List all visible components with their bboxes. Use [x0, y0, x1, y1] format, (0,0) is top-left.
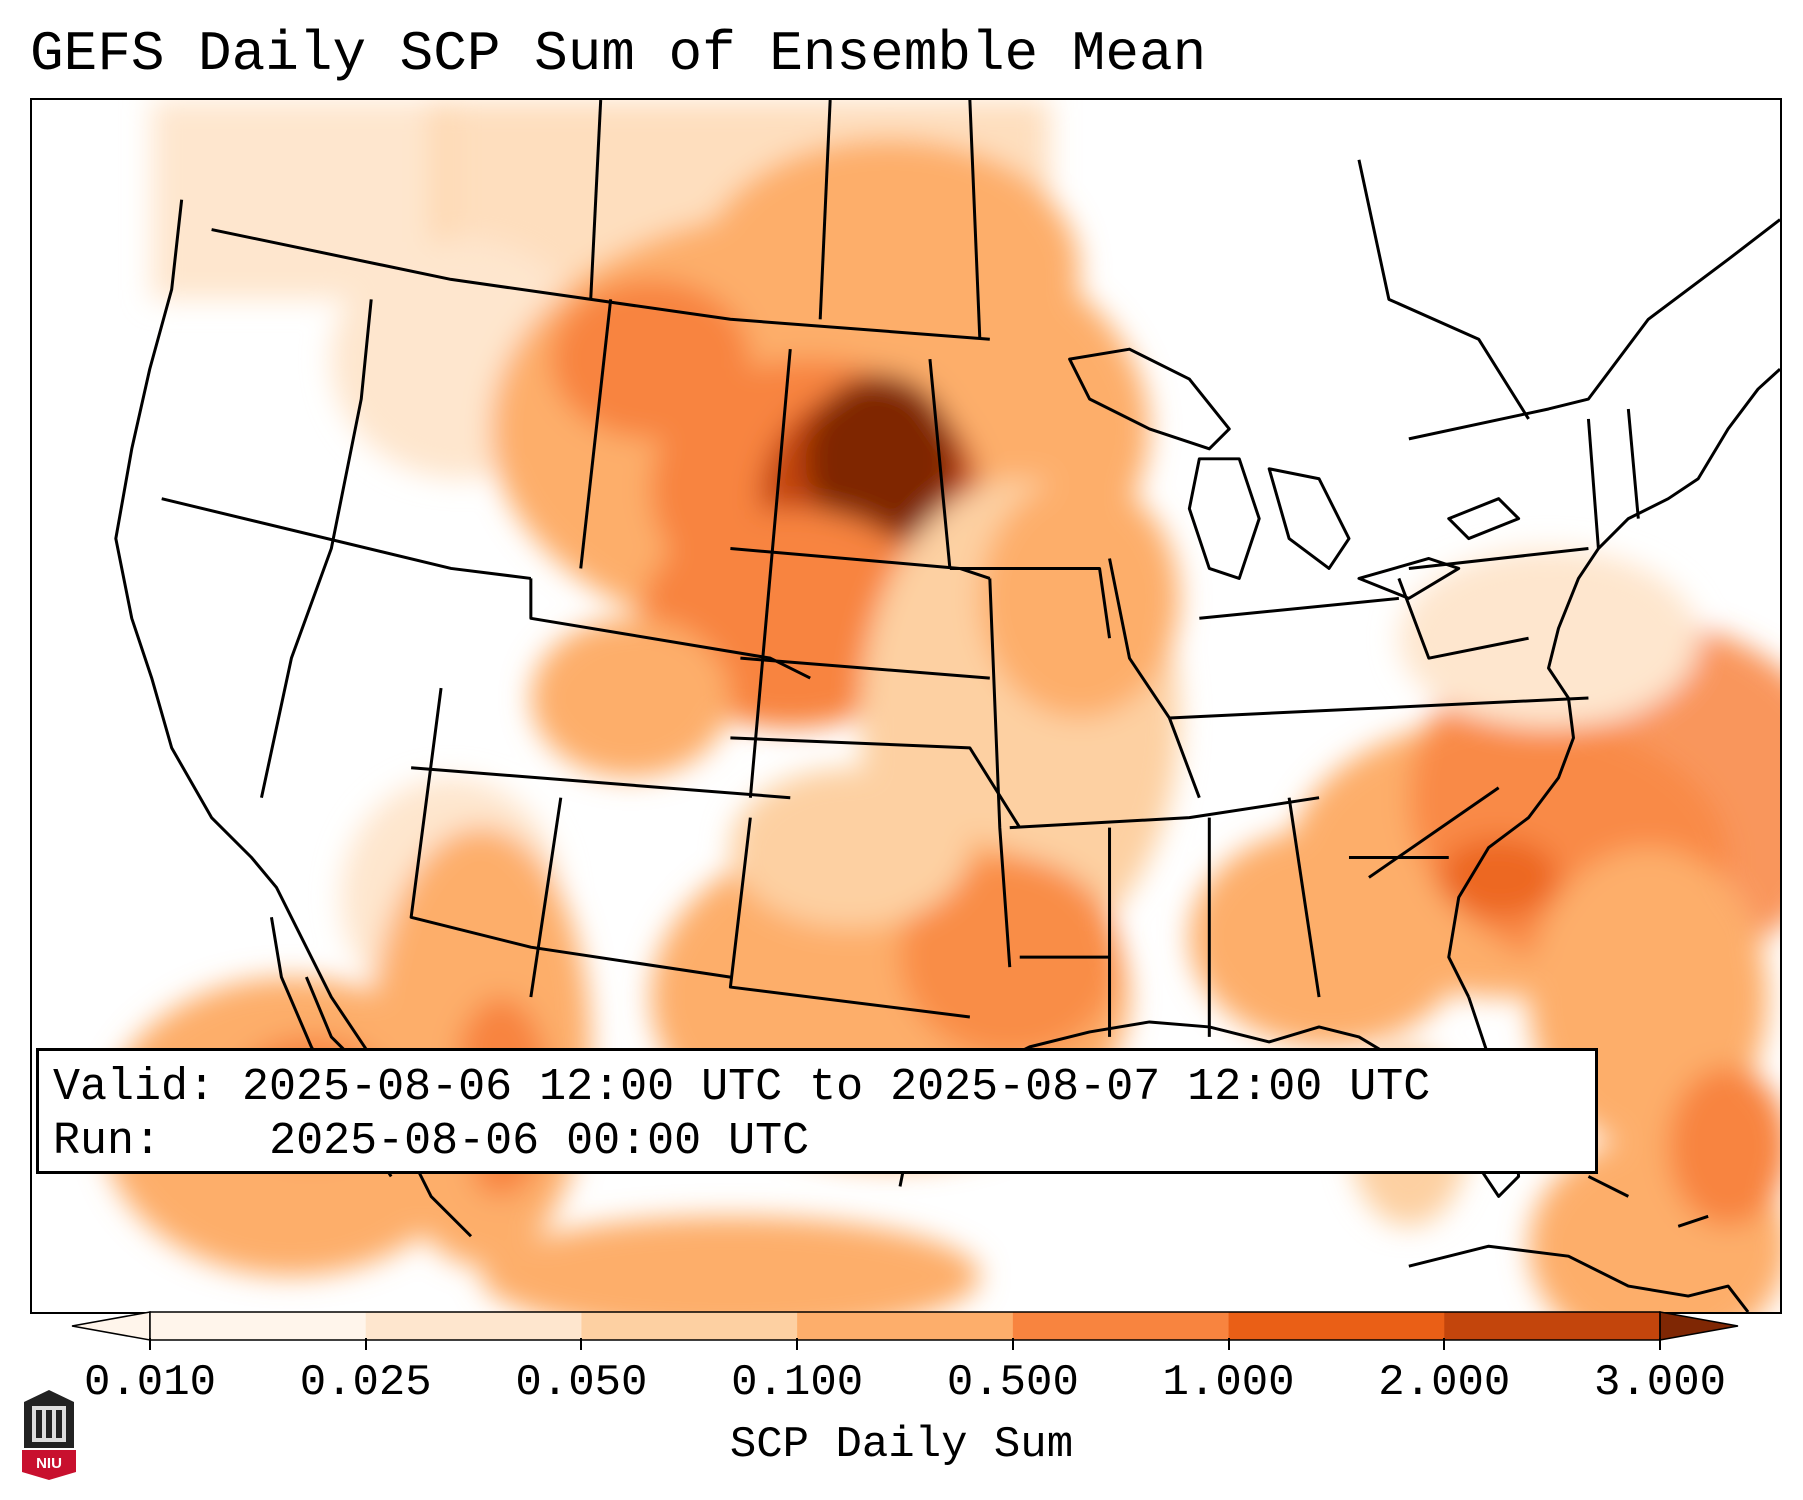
colorbar-svg: [71, 1311, 1739, 1341]
map-title: GEFS Daily SCP Sum of Ensemble Mean: [30, 22, 1207, 86]
colorbar-segment: [1228, 1312, 1445, 1340]
borders: [114, 100, 1780, 1312]
colorbar-tick: [149, 1338, 151, 1350]
niu-logo: NIU: [20, 1388, 78, 1480]
colorbar-tick-label: 1.000: [1162, 1358, 1295, 1408]
colorbar-segment: [1444, 1312, 1661, 1340]
colorbar-extend-max: [1659, 1311, 1739, 1341]
valid-row: Valid: 2025-08-06 12:00 UTC to 2025-08-0…: [53, 1061, 1581, 1115]
valid-run-box: Valid: 2025-08-06 12:00 UTC to 2025-08-0…: [36, 1048, 1598, 1174]
colorbar-tick-label: 0.010: [83, 1358, 217, 1408]
niu-logo-graphic: NIU: [22, 1390, 76, 1480]
colorbar-tick: [1443, 1338, 1446, 1350]
colorbar-label: SCP Daily Sum: [729, 1420, 1074, 1470]
run-row: Run: 2025-08-06 00:00 UTC: [53, 1115, 1581, 1169]
colorbar-segment: [365, 1312, 582, 1340]
colorbar-extend-min: [71, 1311, 151, 1341]
valid-value: 2025-08-06 12:00 UTC to 2025-08-07 12:00…: [242, 1062, 1431, 1113]
colorbar-tick: [1011, 1338, 1014, 1350]
niu-logo-text: NIU: [36, 1455, 62, 1472]
valid-label: Valid:: [53, 1062, 216, 1113]
colorbar-segment: [150, 1312, 367, 1340]
colorbar-tick: [580, 1338, 583, 1350]
colorbar-tick: [1227, 1338, 1230, 1350]
colorbar-tick-label: 0.500: [946, 1358, 1079, 1408]
colorbar-tick: [796, 1338, 799, 1350]
run-label: Run:: [53, 1116, 162, 1167]
colorbar-tick-label: 2.000: [1378, 1358, 1511, 1408]
colorbar-segment: [1012, 1312, 1230, 1340]
colorbar-tick: [1659, 1338, 1661, 1350]
colorbar-segment: [797, 1312, 1014, 1340]
run-value: 2025-08-06 00:00 UTC: [269, 1116, 810, 1167]
colorbar: [71, 1311, 1739, 1341]
colorbar-tick-label: 0.100: [731, 1358, 864, 1408]
colorbar-tick-label: 3.000: [1593, 1358, 1727, 1408]
colorbar-ticks: 0.010 0.025 0.050 0.100 0.500 1.000 2.000 3.000: [0, 1338, 1803, 1408]
colorbar-tick-label: 0.050: [515, 1358, 648, 1408]
colorbar-outline: [149, 1311, 1661, 1341]
colorbar-segment: [581, 1312, 798, 1340]
colorbar-tick-label: 0.025: [299, 1358, 432, 1408]
colorbar-tick: [364, 1338, 367, 1350]
